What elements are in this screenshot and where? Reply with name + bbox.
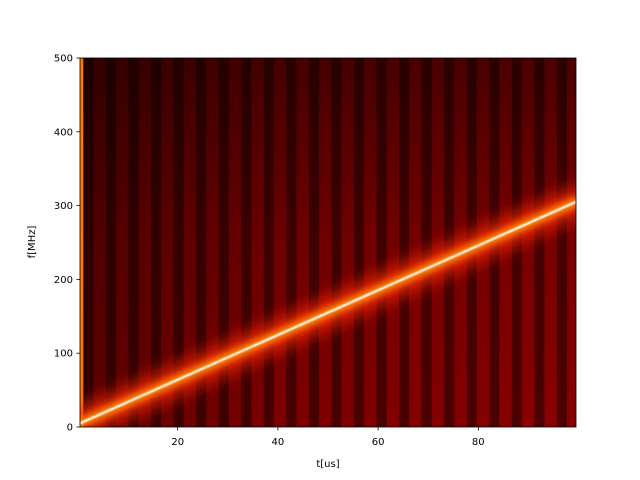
y-tick-label: 100 xyxy=(54,349,73,360)
x-tick-label: 80 xyxy=(472,437,485,448)
x-tick-label: 60 xyxy=(372,437,385,448)
x-tick-label: 40 xyxy=(272,437,285,448)
x-tick-label: 20 xyxy=(171,437,184,448)
x-axis-label: t[us] xyxy=(316,459,339,470)
x-axis: 20 40 60 80 xyxy=(171,427,485,448)
y-tick-label: 500 xyxy=(54,54,73,65)
plot-area xyxy=(80,58,576,427)
y-tick-label: 300 xyxy=(54,201,73,212)
chirp-ridge xyxy=(80,188,576,427)
y-tick-label: 0 xyxy=(67,423,73,434)
y-axis: 0 100 200 300 400 500 xyxy=(54,54,80,434)
startup-column xyxy=(80,58,84,427)
y-tick-label: 400 xyxy=(54,127,73,138)
plot-frame xyxy=(79,57,577,428)
chirp-ridge-core xyxy=(80,200,576,425)
y-tick-label: 200 xyxy=(54,275,73,286)
y-axis-label: f[MHz] xyxy=(27,226,38,259)
